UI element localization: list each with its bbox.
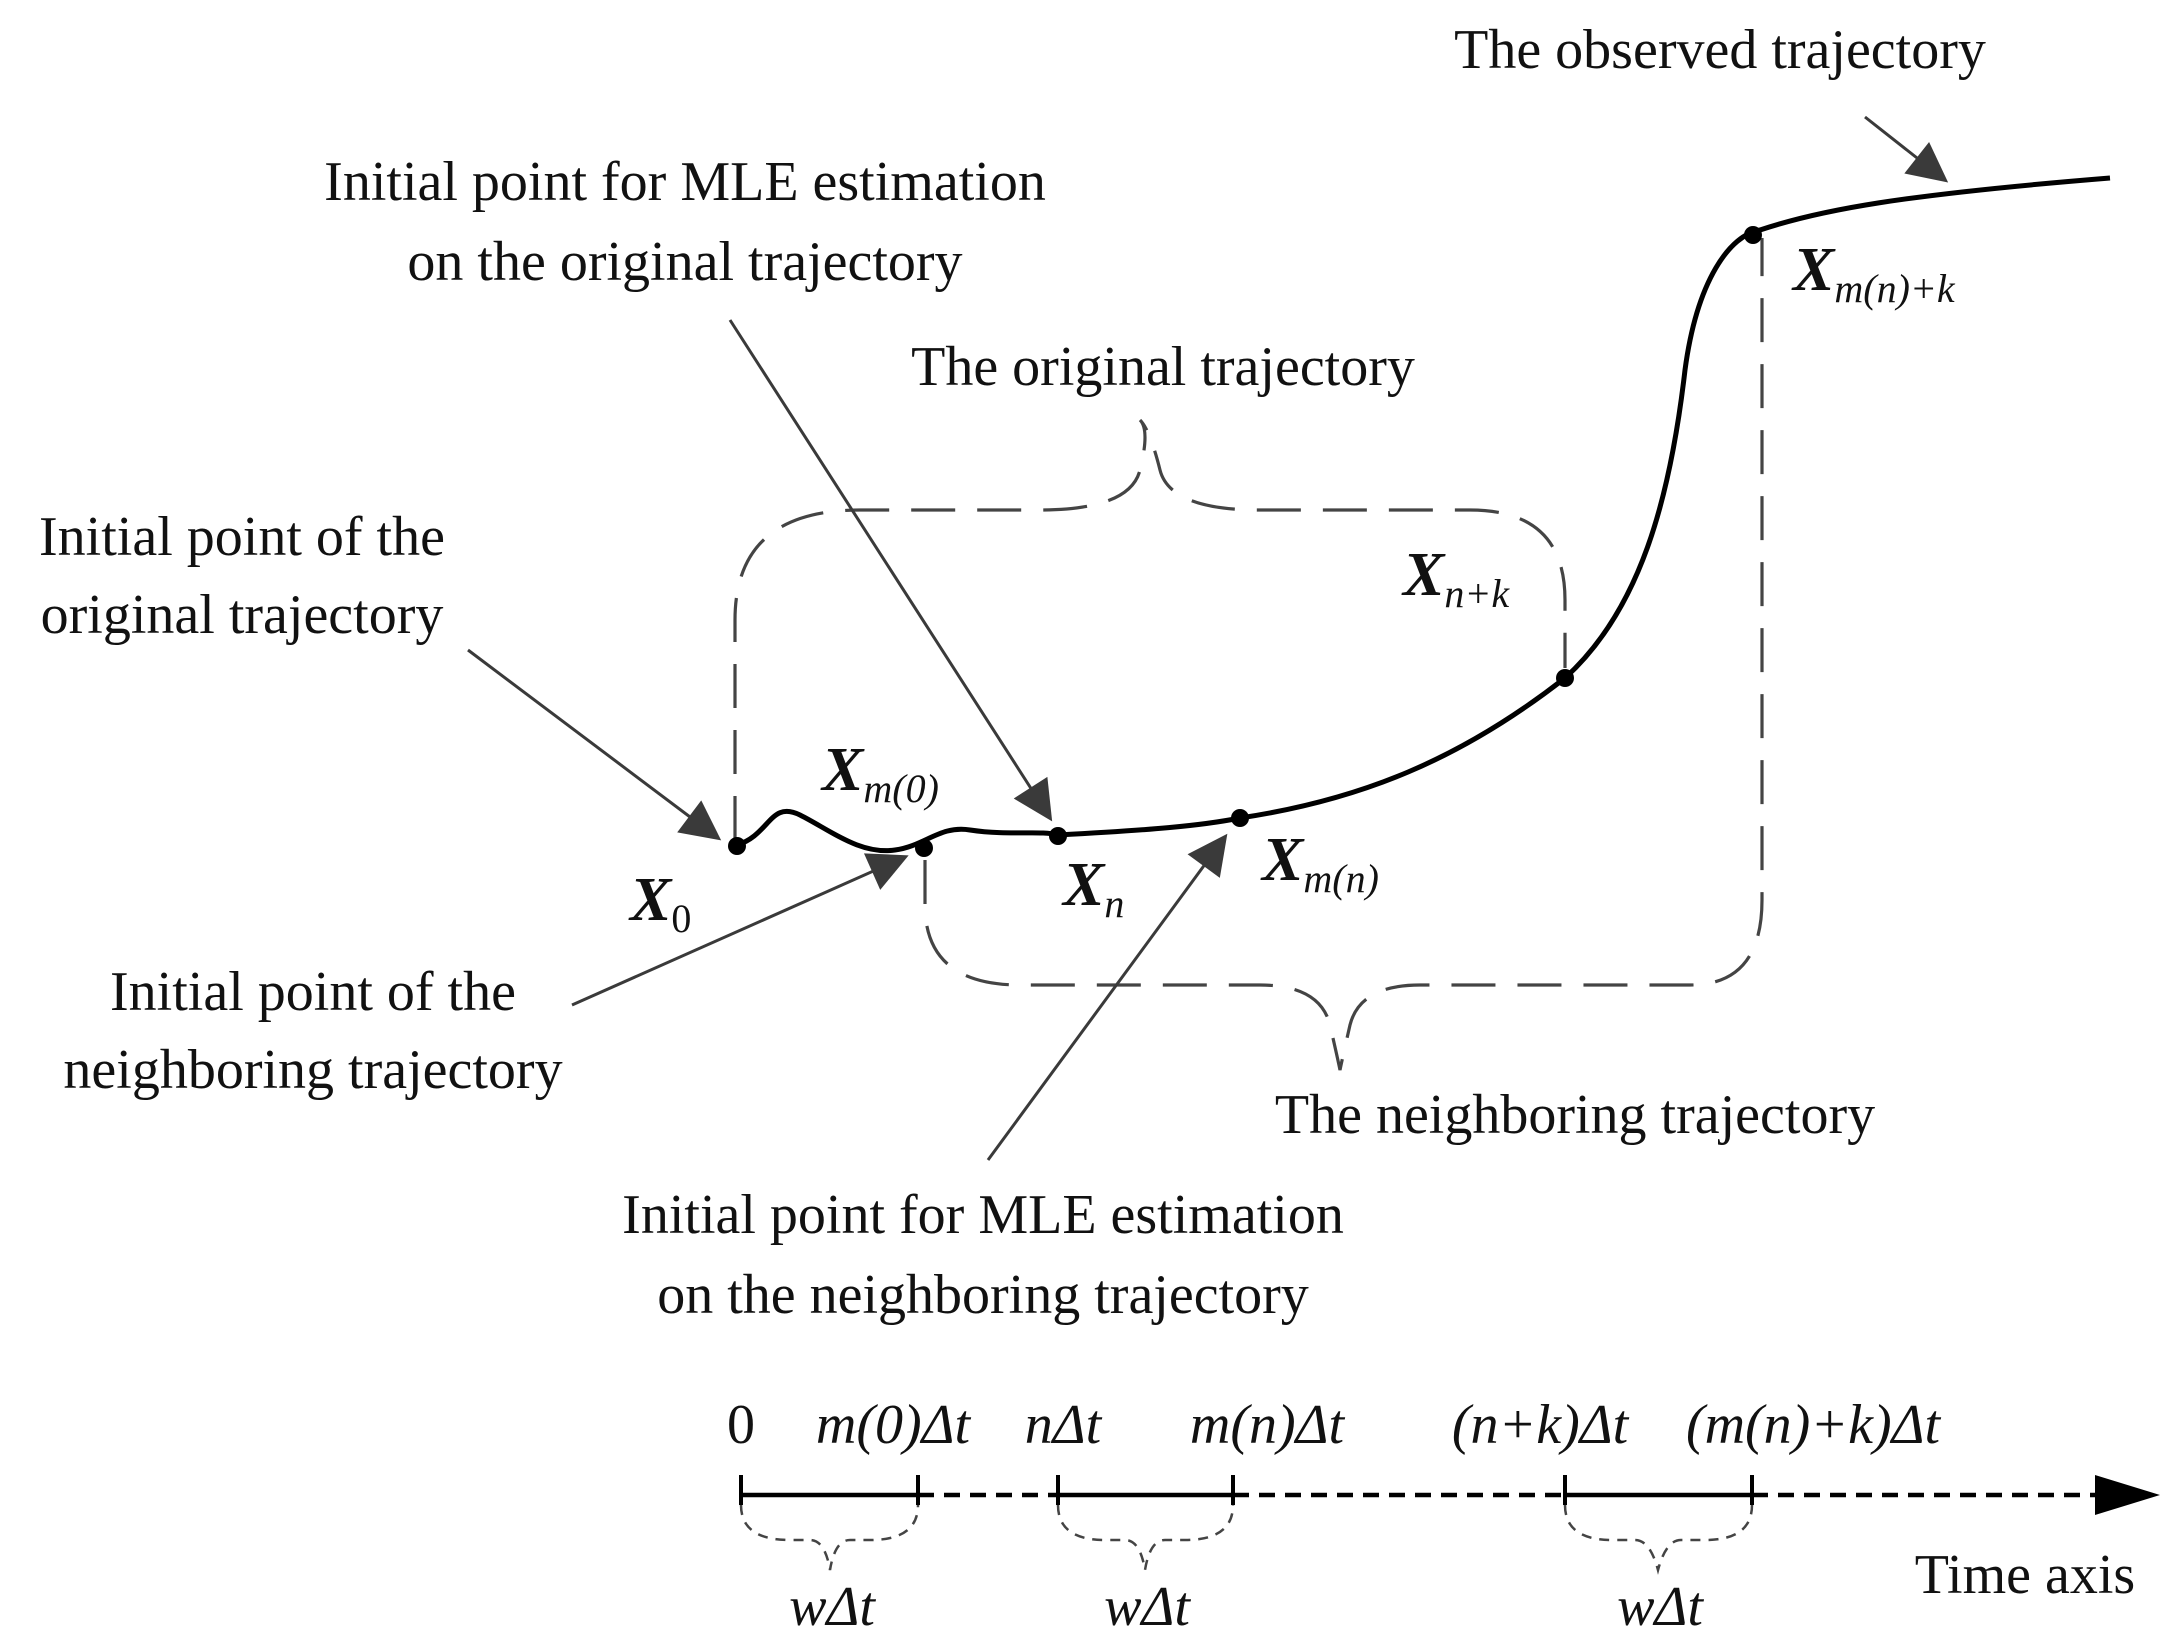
label-mle-neighbor-line1: Initial point for MLE estimation [622,1184,1344,1246]
label-mle-original-line1: Initial point for MLE estimation [324,151,1046,213]
point-label-xnk: Xn+k [1401,541,1510,616]
point-xm0 [915,839,933,857]
tick-label-0: 0 [727,1394,755,1456]
arrow-mle-original [728,319,1053,822]
point-label-xm0: Xm(0) [820,736,939,811]
point-label-xmn: Xm(n) [1260,826,1379,901]
label-initial-original-line1: Initial point of the [39,506,445,568]
point-xn [1049,827,1067,845]
point-x0 [728,837,746,855]
window-brace-3 [1563,1504,1754,1575]
label-time-axis: Time axis [1915,1544,2135,1606]
tick-label-mnk: (m(n)+k)Δt [1686,1394,1942,1456]
window-label-3: wΔt [1617,1576,1704,1638]
tick-label-mn: m(n)Δt [1190,1394,1346,1456]
label-initial-neighbor-line1: Initial point of the [110,961,516,1023]
tick-label-n: nΔt [1025,1394,1103,1456]
neighboring-trajectory-bracket [923,238,1764,1071]
window-label-1: wΔt [789,1576,876,1638]
label-initial-original-line2: original trajectory [41,584,444,646]
label-mle-original-line2: on the original trajectory [407,231,962,293]
arrow-mle-neighbor [986,833,1228,1161]
window-brace-1 [739,1504,920,1571]
window-label-2: wΔt [1104,1576,1191,1638]
point-label-x0: X0 [628,866,691,941]
original-trajectory-bracket [733,418,1567,840]
label-neighboring-trajectory: The neighboring trajectory [1275,1084,1875,1146]
label-original-trajectory: The original trajectory [911,336,1415,398]
arrow-initial-original [467,648,722,841]
window-brace-2 [1056,1504,1235,1571]
axis-arrowhead [2095,1475,2160,1515]
label-mle-neighbor-line2: on the neighboring trajectory [657,1264,1309,1326]
point-xmn [1231,809,1249,827]
label-observed-trajectory: The observed trajectory [1454,19,1986,81]
arrow-initial-neighbor [571,853,909,1007]
point-label-xn: Xn [1061,851,1124,926]
label-initial-neighbor-line2: neighboring trajectory [63,1039,562,1101]
tick-label-nk: (n+k)Δt [1452,1394,1630,1456]
point-xmnk [1744,226,1762,244]
arrow-observed [1864,115,1949,183]
point-xnk [1556,669,1574,687]
point-label-xmnk: Xm(n)+k [1791,236,1956,311]
tick-label-m0: m(0)Δt [816,1394,972,1456]
